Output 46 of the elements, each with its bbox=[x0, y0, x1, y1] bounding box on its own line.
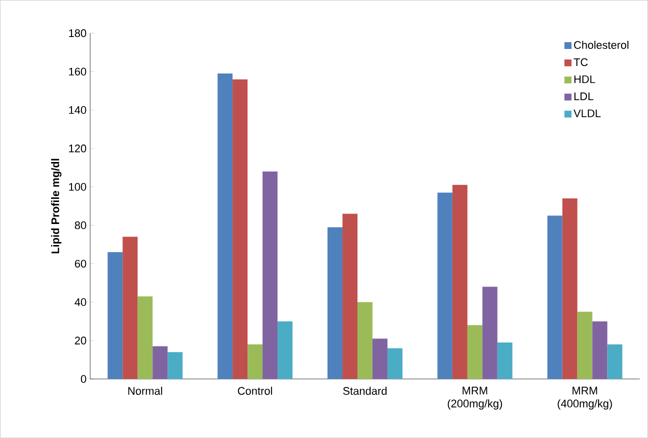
bar bbox=[372, 338, 388, 379]
bar bbox=[152, 346, 168, 379]
legend-label: TC bbox=[574, 58, 588, 66]
y-axis-title: Lipid Profile mg/dl bbox=[51, 158, 62, 254]
bar bbox=[278, 321, 293, 379]
y-tick-label: 140 bbox=[69, 106, 86, 114]
bar bbox=[387, 348, 402, 379]
y-tick-label: 60 bbox=[74, 260, 86, 268]
y-tick-label: 180 bbox=[69, 29, 86, 38]
legend-label: Cholesterol bbox=[574, 40, 628, 49]
bar bbox=[342, 214, 358, 379]
x-tick-label: Control bbox=[238, 386, 272, 395]
bar bbox=[108, 252, 123, 379]
bar bbox=[262, 171, 278, 379]
bar bbox=[218, 73, 233, 379]
bar bbox=[327, 227, 342, 379]
bar bbox=[482, 286, 498, 379]
bar bbox=[357, 302, 372, 379]
y-tick-label: 80 bbox=[74, 221, 86, 230]
bar bbox=[497, 342, 512, 379]
bar bbox=[592, 321, 608, 379]
bar bbox=[168, 352, 183, 379]
y-tick-label: 0 bbox=[80, 375, 86, 383]
x-tick-label: MRM (200mg/kg) bbox=[448, 386, 502, 410]
legend-label: VLDL bbox=[574, 110, 601, 118]
bar bbox=[607, 344, 622, 379]
x-tick-label: Normal bbox=[128, 386, 162, 395]
bar bbox=[232, 79, 248, 379]
bar bbox=[577, 312, 592, 379]
y-tick-label: 120 bbox=[69, 144, 86, 152]
bar bbox=[562, 198, 578, 379]
bar bbox=[138, 296, 153, 379]
y-tick-label: 160 bbox=[69, 68, 86, 76]
y-tick-label: 100 bbox=[69, 182, 86, 191]
bar bbox=[547, 216, 562, 379]
bar bbox=[452, 184, 468, 379]
x-tick-label: Standard bbox=[343, 386, 387, 395]
bar bbox=[467, 325, 482, 379]
bar bbox=[248, 344, 263, 379]
bar bbox=[437, 192, 452, 379]
bar bbox=[122, 236, 138, 379]
x-tick-label: MRM (400mg/kg) bbox=[558, 386, 612, 410]
legend-label: HDL bbox=[574, 75, 596, 83]
y-tick-label: 20 bbox=[74, 336, 86, 344]
legend-label: LDL bbox=[574, 92, 594, 100]
y-tick-label: 40 bbox=[74, 298, 86, 306]
